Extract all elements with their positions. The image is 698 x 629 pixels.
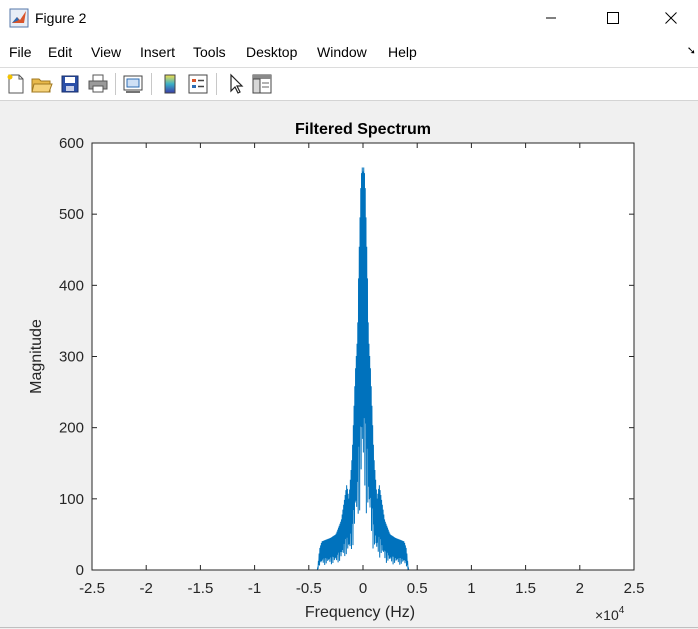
dock-figure-icon[interactable]: ➘ — [686, 45, 696, 57]
print-button[interactable] — [86, 72, 110, 96]
y-tick-label: 300 — [59, 349, 84, 366]
x-tick-label: -0.5 — [296, 580, 322, 597]
save-button[interactable] — [58, 72, 82, 96]
toolbar-separator — [216, 73, 217, 95]
axes-box — [91, 142, 635, 571]
link-plot-button[interactable] — [121, 72, 145, 96]
new-figure-icon — [7, 74, 24, 94]
y-axis-label: Magnitude — [28, 319, 45, 394]
y-tick-labels: 0 100 200 300 400 500 600 — [59, 135, 84, 579]
edit-plot-button[interactable] — [224, 72, 248, 96]
property-inspector-icon — [252, 74, 272, 94]
x-tick-label: 1.5 — [515, 580, 536, 597]
insert-legend-button[interactable] — [186, 72, 210, 96]
x-tick-label: 2.5 — [624, 580, 645, 597]
minimize-icon — [546, 17, 556, 19]
x-tick-label: 1 — [467, 580, 475, 597]
menu-bar: File Edit View Insert Tools Desktop Wind… — [0, 40, 698, 66]
y-tick-label: 600 — [59, 135, 84, 152]
menu-insert[interactable]: Insert — [140, 44, 176, 60]
menu-edit[interactable]: Edit — [48, 44, 73, 60]
chart-title: Filtered Spectrum — [295, 121, 431, 138]
print-icon — [88, 74, 108, 93]
menu-help[interactable]: Help — [388, 44, 417, 60]
maximize-button[interactable] — [590, 0, 636, 36]
colorbar-icon — [164, 74, 176, 94]
menu-file[interactable]: File — [9, 44, 32, 60]
figure-canvas[interactable]: -2.5 -2 -1.5 -1 -0.5 0 0.5 1 1.5 2 2.5 0 100 200 300 4… — [0, 100, 698, 629]
x-tick-label: 2 — [576, 580, 584, 597]
x-tick-label: -2 — [140, 580, 153, 597]
y-tick-label: 400 — [59, 277, 84, 294]
spectrum-plot[interactable]: -2.5 -2 -1.5 -1 -0.5 0 0.5 1 1.5 2 2.5 0 100 200 300 4… — [0, 101, 698, 629]
x-axis-label: Frequency (Hz) — [305, 604, 415, 621]
maximize-icon — [607, 12, 619, 24]
close-icon — [665, 12, 677, 24]
save-icon — [61, 75, 79, 93]
open-file-button[interactable] — [30, 72, 54, 96]
menu-view[interactable]: View — [91, 44, 122, 60]
y-tick-label: 200 — [59, 420, 84, 437]
property-inspector-button[interactable] — [250, 72, 274, 96]
y-tick-label: 100 — [59, 491, 84, 508]
title-bar: Figure 2 — [0, 0, 698, 38]
x-exponent-label: ×104 — [595, 605, 625, 623]
toolbar-separator — [115, 73, 116, 95]
select-pointer-icon — [230, 73, 244, 94]
insert-colorbar-button[interactable] — [158, 72, 182, 96]
matlab-logo-icon — [9, 8, 29, 28]
window-title: Figure 2 — [35, 10, 87, 26]
x-tick-label: -1.5 — [187, 580, 213, 597]
menu-tools[interactable]: Tools — [193, 44, 226, 60]
open-file-icon — [31, 78, 53, 93]
menu-window[interactable]: Window — [317, 44, 367, 60]
x-tick-label: -1 — [248, 580, 261, 597]
x-tick-label: 0.5 — [407, 580, 428, 597]
figure-toolbar — [0, 67, 698, 100]
minimize-button[interactable] — [528, 0, 574, 36]
x-tick-labels: -2.5 -2 -1.5 -1 -0.5 0 0.5 1 1.5 2 2.5 — [79, 580, 644, 597]
y-tick-label: 500 — [59, 206, 84, 223]
x-tick-label: 0 — [359, 580, 367, 597]
link-plot-icon — [123, 75, 143, 93]
y-tick-label: 0 — [76, 562, 84, 579]
close-button[interactable] — [648, 0, 694, 36]
x-exponent-power: 4 — [619, 605, 625, 616]
menu-desktop[interactable]: Desktop — [246, 44, 298, 60]
x-tick-label: -2.5 — [79, 580, 105, 597]
x-exponent-base: ×10 — [595, 607, 619, 623]
legend-icon — [188, 74, 208, 94]
toolbar-separator — [151, 73, 152, 95]
new-figure-button[interactable] — [4, 72, 28, 96]
